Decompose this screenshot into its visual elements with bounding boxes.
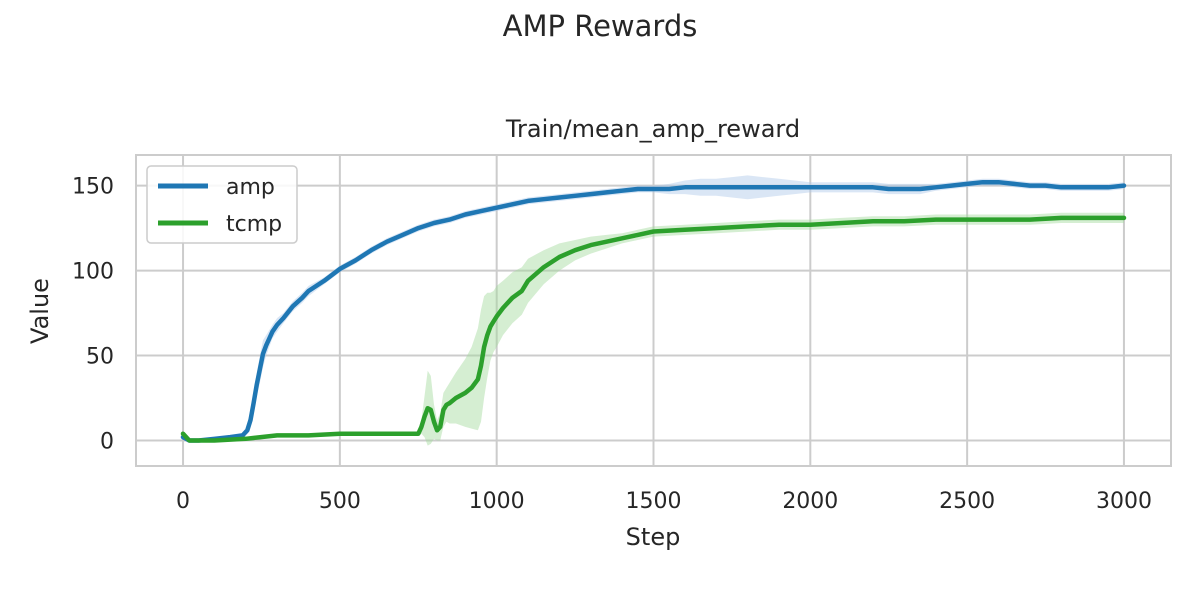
y-tick-label: 150 (72, 175, 114, 200)
grid-lines (136, 155, 1171, 466)
x-tick-label: 0 (176, 489, 190, 514)
series-line-tcmp (180, 215, 1127, 443)
x-tick-label: 1000 (469, 489, 525, 514)
figure-suptitle: AMP Rewards (503, 9, 698, 43)
y-tick-label: 100 (72, 260, 114, 285)
chart-title: Train/mean_amp_reward (505, 115, 800, 143)
legend-label-tcmp: tcmp (226, 212, 282, 237)
x-tick-label: 2000 (782, 489, 838, 514)
x-axis-label: Step (626, 523, 681, 551)
y-axis-label: Value (26, 278, 54, 344)
x-tick-label: 1500 (626, 489, 682, 514)
legend: amp tcmp (146, 165, 298, 244)
axis-ticks: 0 500 1000 1500 2000 2500 3000 0 50 100 150 (72, 175, 1152, 514)
legend-label-amp: amp (226, 175, 275, 200)
x-tick-label: 3000 (1096, 489, 1152, 514)
x-tick-label: 500 (319, 489, 361, 514)
series-line-amp (180, 179, 1127, 443)
y-tick-label: 0 (100, 430, 114, 455)
y-tick-label: 50 (86, 345, 114, 370)
x-tick-label: 2500 (939, 489, 995, 514)
series-lines (180, 179, 1127, 443)
